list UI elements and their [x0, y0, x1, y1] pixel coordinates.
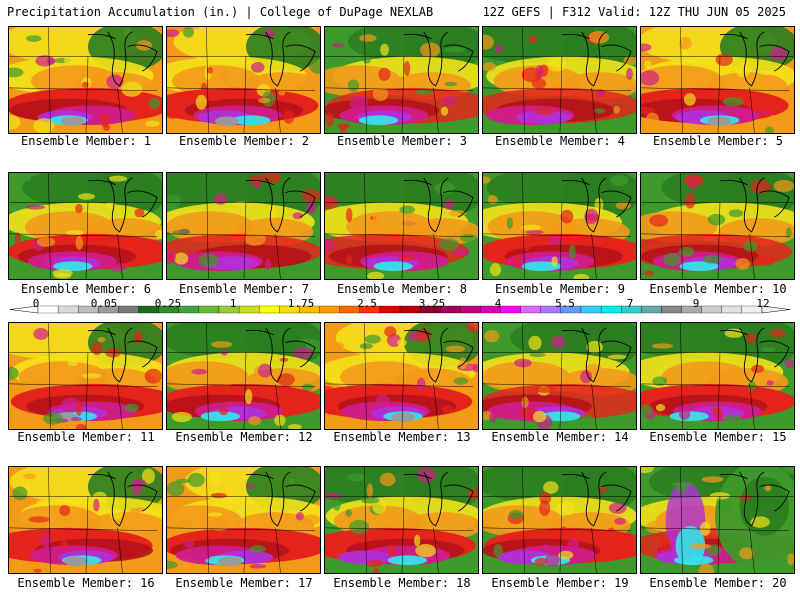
ensemble-member-label: Ensemble Member: 12	[175, 430, 313, 444]
ensemble-member-label: Ensemble Member: 13	[333, 430, 471, 444]
colorbar-segment	[178, 305, 200, 314]
precipitation-field	[9, 173, 162, 279]
precipitation-field	[9, 27, 162, 133]
precipitation-field	[325, 323, 478, 429]
precipitation-field	[325, 27, 478, 133]
colorbar-segment	[259, 305, 280, 314]
ensemble-member-label: Ensemble Member: 5	[652, 134, 784, 148]
ensemble-map-13	[324, 322, 479, 430]
colorbar-tick-label: 9	[692, 297, 700, 310]
colorbar-segment	[118, 305, 139, 314]
colorbar-segment	[37, 305, 59, 314]
ensemble-member-label: Ensemble Member: 1	[20, 134, 152, 148]
ensemble-map-11	[8, 322, 163, 430]
precipitation-colorbar	[9, 305, 791, 314]
colorbar-segment	[319, 305, 340, 314]
ensemble-member-label: Ensemble Member: 11	[17, 430, 155, 444]
colorbar-segment	[520, 305, 541, 314]
ensemble-map-8	[324, 172, 479, 280]
ensemble-map-17	[166, 466, 321, 574]
colorbar-tick-label: 2.5	[357, 297, 377, 310]
ensemble-map-18	[324, 466, 479, 574]
colorbar-tick-label: 5.5	[555, 297, 575, 310]
ensemble-map-9	[482, 172, 637, 280]
ensemble-member-label: Ensemble Member: 18	[333, 576, 471, 590]
precipitation-field	[167, 27, 320, 133]
colorbar-segment	[721, 305, 743, 314]
precipitation-field	[325, 467, 478, 573]
ensemble-map-19	[482, 466, 637, 574]
model-run-info: 12Z GEFS | F312 Valid: 12Z THU JUN 05 20…	[482, 5, 786, 19]
ensemble-map-3	[324, 26, 479, 134]
colorbar-tick-label: 1.75	[287, 297, 315, 310]
colorbar-segment	[701, 305, 722, 314]
ensemble-map-12	[166, 322, 321, 430]
colorbar-segment	[399, 305, 421, 314]
colorbar-tick-label: 3.25	[418, 297, 446, 310]
ensemble-member-label: Ensemble Member: 3	[336, 134, 468, 148]
ensemble-member-label: Ensemble Member: 19	[491, 576, 629, 590]
colorbar-tick-label: 12	[756, 297, 770, 310]
ensemble-map-4	[482, 26, 637, 134]
colorbar-segment	[661, 305, 682, 314]
precipitation-field	[483, 323, 636, 429]
ensemble-member-label: Ensemble Member: 17	[175, 576, 313, 590]
precipitation-field	[9, 323, 162, 429]
ensemble-map-15	[640, 322, 795, 430]
precipitation-field	[483, 467, 636, 573]
page-title: Precipitation Accumulation (in.) | Colle…	[7, 5, 434, 19]
colorbar-segment	[198, 305, 220, 314]
precipitation-field	[641, 467, 794, 573]
precipitation-field	[167, 173, 320, 279]
colorbar-tick-label: 0.05	[90, 297, 118, 310]
colorbar-segment	[500, 305, 521, 314]
colorbar-segment	[580, 305, 602, 314]
ensemble-map-5	[640, 26, 795, 134]
precipitation-field	[325, 173, 478, 279]
ensemble-member-label: Ensemble Member: 2	[178, 134, 310, 148]
colorbar-tick-label: 0	[32, 297, 40, 310]
colorbar-segment	[57, 305, 79, 314]
precipitation-field	[641, 173, 794, 279]
ensemble-map-1	[8, 26, 163, 134]
ensemble-member-label: Ensemble Member: 7	[178, 282, 310, 296]
ensemble-map-20	[640, 466, 795, 574]
ensemble-member-label: Ensemble Member: 9	[494, 282, 626, 296]
colorbar-segment	[379, 305, 401, 314]
ensemble-member-label: Ensemble Member: 15	[649, 430, 787, 444]
colorbar-segment	[641, 305, 662, 314]
ensemble-map-10	[640, 172, 795, 280]
ensemble-member-label: Ensemble Member: 10	[649, 282, 787, 296]
ensemble-member-label: Ensemble Member: 6	[20, 282, 152, 296]
precipitation-field	[483, 27, 636, 133]
ensemble-map-14	[482, 322, 637, 430]
ensemble-map-16	[8, 466, 163, 574]
precipitation-field	[483, 173, 636, 279]
colorbar-segment	[600, 305, 622, 314]
precipitation-field	[641, 27, 794, 133]
colorbar-segment	[238, 305, 260, 314]
colorbar-segment	[460, 305, 481, 314]
precipitation-field	[167, 323, 320, 429]
ensemble-map-7	[166, 172, 321, 280]
ensemble-member-label: Ensemble Member: 16	[17, 576, 155, 590]
colorbar-tick-label: 4	[494, 297, 502, 310]
colorbar-tick-label: 7	[626, 297, 634, 310]
precipitation-field	[641, 323, 794, 429]
colorbar-max-arrow	[761, 305, 791, 314]
ensemble-member-label: Ensemble Member: 8	[336, 282, 468, 296]
ensemble-map-6	[8, 172, 163, 280]
precipitation-field	[167, 467, 320, 573]
ensemble-member-label: Ensemble Member: 4	[494, 134, 626, 148]
ensemble-member-label: Ensemble Member: 20	[649, 576, 787, 590]
colorbar-tick-label: 0.25	[154, 297, 182, 310]
ensemble-map-2	[166, 26, 321, 134]
precipitation-field	[9, 467, 162, 573]
ensemble-member-label: Ensemble Member: 14	[491, 430, 629, 444]
colorbar-tick-label: 1	[229, 297, 237, 310]
